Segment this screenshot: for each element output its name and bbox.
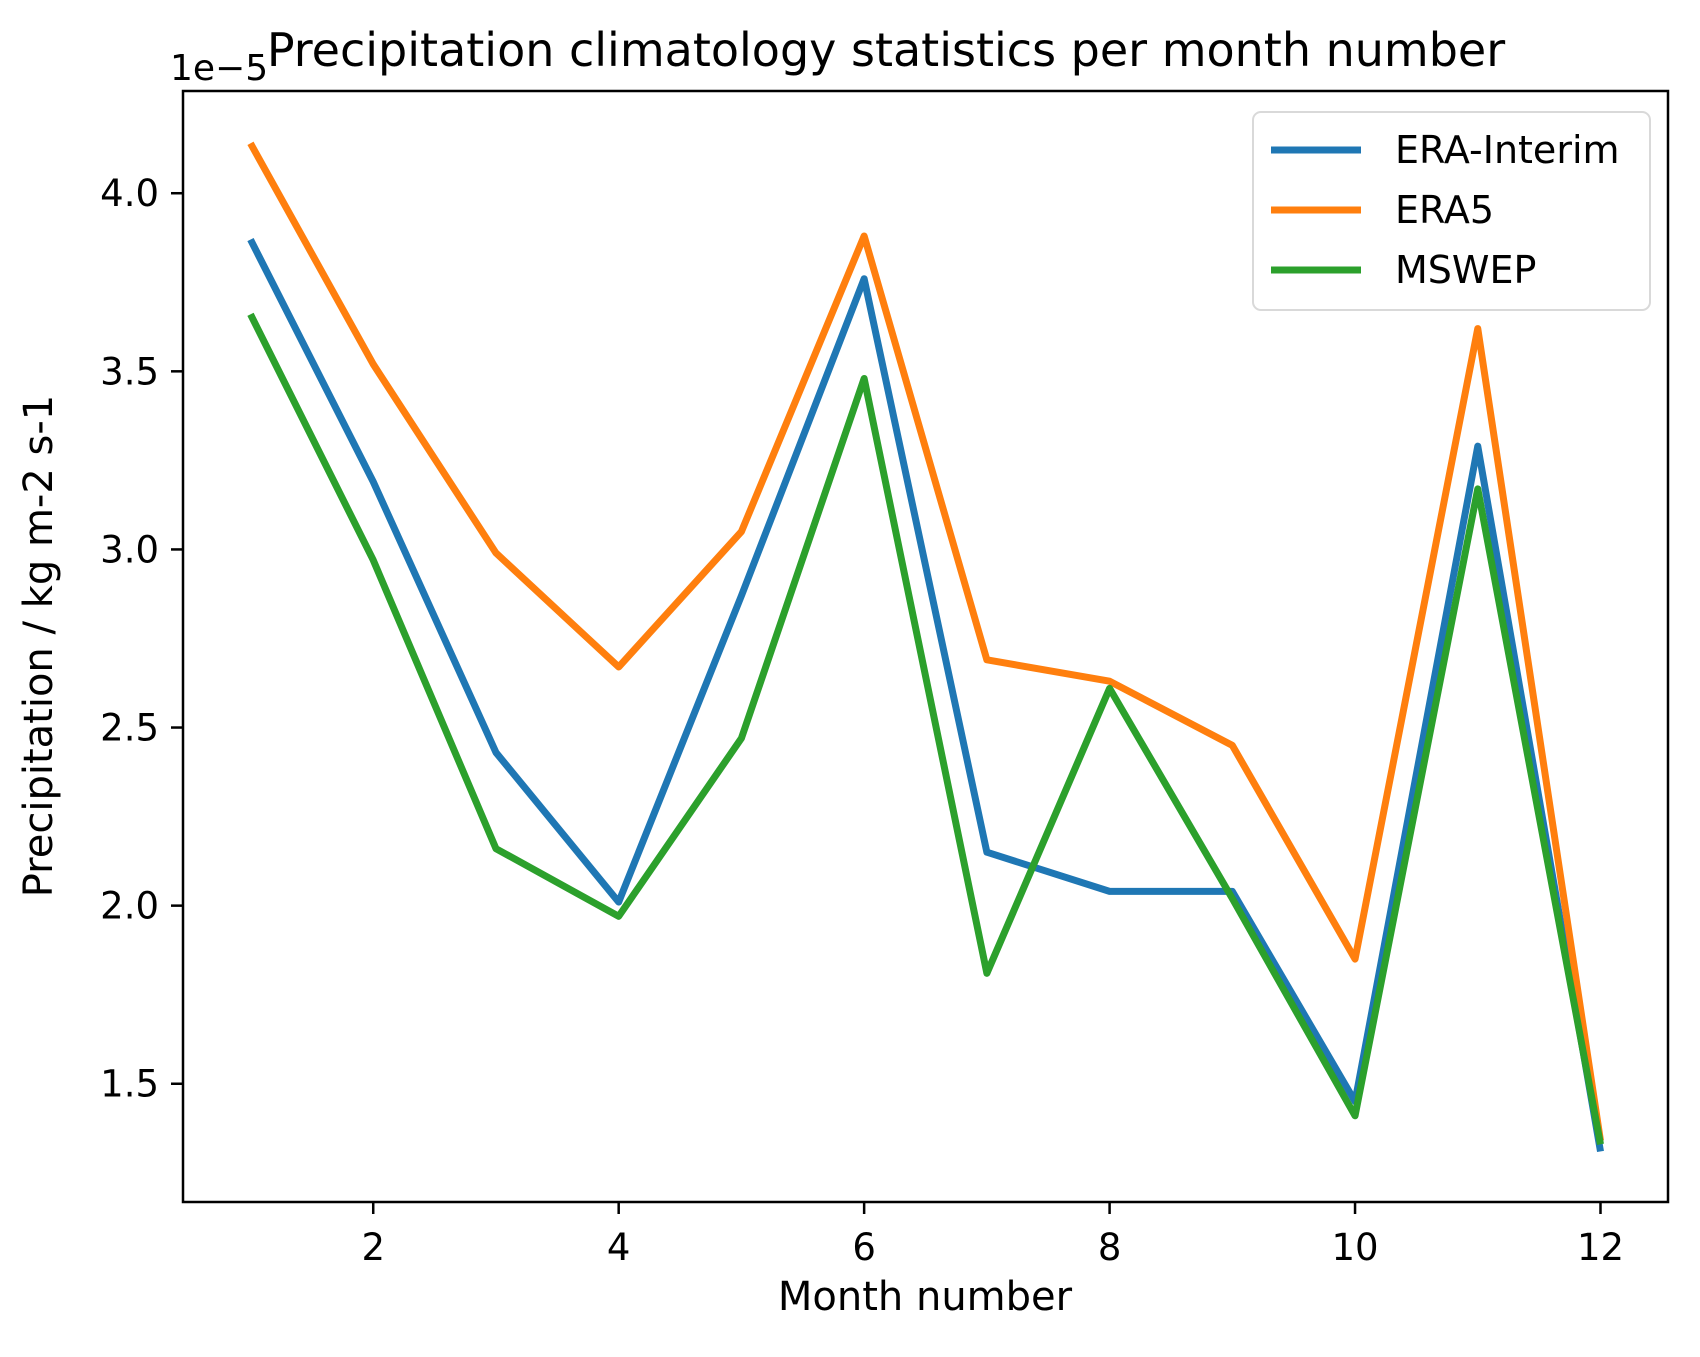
series-line-mswep: [247, 312, 1604, 1145]
x-tick-label: 8: [1098, 1226, 1122, 1269]
legend-box: [1252, 111, 1651, 311]
x-tick-label: 12: [1577, 1226, 1624, 1269]
legend-label-mswep: MSWEP: [1395, 248, 1536, 292]
y-axis-offset-label: 1e−5: [170, 48, 268, 89]
y-tick-label: 2.0: [100, 885, 159, 928]
y-tick-label: 4.0: [100, 172, 159, 215]
x-tick-label: 2: [361, 1226, 385, 1269]
y-axis-label: Precipitation / kg m-2 s-1: [16, 395, 62, 897]
series-line-era5: [247, 141, 1604, 1142]
x-tick-label: 4: [607, 1226, 631, 1269]
series-lines: [247, 141, 1604, 1153]
y-tick-label: 3.5: [100, 350, 159, 393]
x-axis-label: Month number: [778, 1274, 1073, 1320]
series-line-era-interim: [247, 237, 1604, 1153]
y-tick-label: 2.5: [100, 707, 159, 750]
y-tick-label: 1.5: [100, 1063, 159, 1106]
axis-ticks: 2 4 6 8 10 12 1.5 2.0 2.5 3.0 3.5 4.0: [100, 172, 1624, 1269]
legend: ERA-Interim ERA5 MSWEP: [1252, 111, 1651, 311]
chart-title: Precipitation climatology statistics per…: [267, 23, 1505, 77]
x-tick-label: 10: [1331, 1226, 1378, 1269]
x-tick-label: 6: [852, 1226, 876, 1269]
plot-border: [181, 89, 1670, 1204]
legend-label-era-interim: ERA-Interim: [1395, 128, 1620, 172]
y-tick-label: 3.0: [100, 528, 159, 571]
legend-label-era5: ERA5: [1395, 188, 1494, 232]
